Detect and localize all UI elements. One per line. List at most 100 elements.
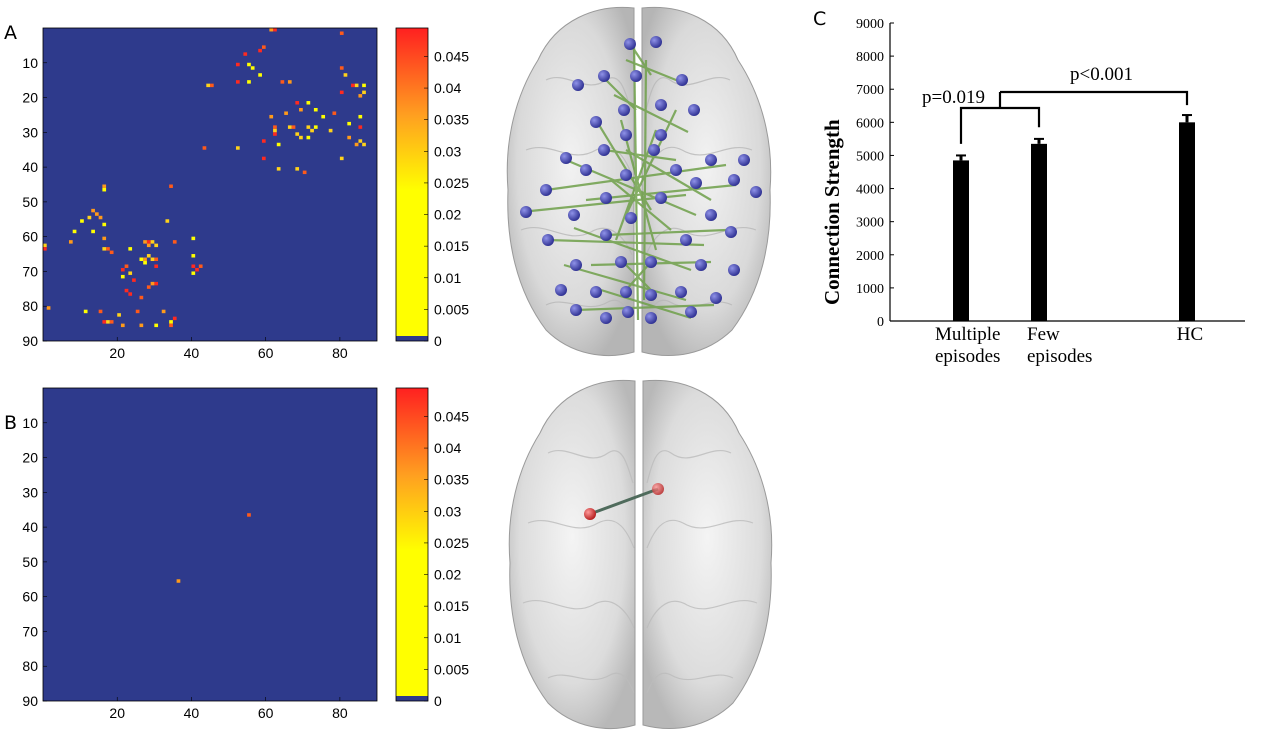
matrix-cell <box>191 254 196 258</box>
bar <box>1031 143 1047 321</box>
matrix-cell <box>299 107 303 112</box>
matrix-y-tick-label: 80 <box>22 298 38 314</box>
bar-category-label: Few <box>1027 324 1060 345</box>
matrix-y-tick-label: 10 <box>22 415 38 431</box>
matrix-y-tick-label: 70 <box>22 623 38 639</box>
matrix-cell <box>287 80 292 84</box>
matrix-cell <box>269 28 274 32</box>
matrix-cell <box>98 309 103 314</box>
bar-y-tick-label: 1000 <box>856 282 884 297</box>
matrix-cell <box>302 170 307 175</box>
colorbar-frame <box>395 27 429 342</box>
colorbar-zero-band <box>396 336 428 341</box>
matrix-cell <box>351 83 355 88</box>
matrix-cell <box>276 167 281 171</box>
matrix-cell <box>269 114 274 119</box>
matrix-cell <box>143 240 147 244</box>
colorbar-tick-label: 0.015 <box>434 238 469 254</box>
bar-bars <box>953 114 1195 321</box>
matrix-cell <box>295 167 300 171</box>
colorbar-tick-label: 0.045 <box>434 48 469 64</box>
matrix-y-tick-label: 70 <box>22 263 38 279</box>
brain-network-b <box>508 379 773 730</box>
bar-y-tick-label: 0 <box>877 315 884 330</box>
matrix-cell <box>362 83 366 88</box>
matrix-y-tick-label: 40 <box>22 519 38 535</box>
matrix-cell <box>139 323 144 328</box>
matrix-cell <box>195 267 199 272</box>
colorbar-zero-band <box>396 696 428 701</box>
matrix-cell <box>172 240 177 244</box>
colorbar-tick-label: 0.03 <box>434 503 461 519</box>
brain-a-nodes <box>520 36 762 324</box>
bar-y-ticks: 0 1000 2000 3000 4000 5000 6000 7000 8000 9000 <box>856 17 894 330</box>
matrix-cell <box>139 257 144 262</box>
colorbar-frame <box>395 387 429 702</box>
matrix-cell <box>132 278 136 282</box>
significance-bracket-2 <box>1000 90 1189 106</box>
matrix-cell <box>332 111 337 115</box>
matrix-cell <box>358 139 363 143</box>
matrix-cell <box>295 101 300 105</box>
matrix-cell <box>206 83 210 88</box>
matrix-cell <box>72 229 77 234</box>
matrix-cell <box>154 243 159 248</box>
matrix-cell <box>94 212 99 216</box>
colorbar-tick-label: 0.045 <box>434 408 469 424</box>
bar-chart-c: 0 1000 2000 3000 4000 5000 6000 7000 8000 9000 Mu… <box>820 17 1245 367</box>
matrix-cell <box>91 229 95 234</box>
matrix-cell <box>102 222 107 227</box>
matrix-cell <box>280 80 285 84</box>
brain-b-right-hemisphere <box>642 379 773 730</box>
colorbar-b: 0.045 0.04 0.035 0.03 0.025 0.02 0.015 0.01 0.00… <box>395 387 469 709</box>
bar-y-axis-label: Connection Strength <box>820 119 844 305</box>
matrix-cell <box>247 80 251 84</box>
colorbar-tick-label: 0.035 <box>434 112 469 128</box>
matrix-b-x-ticks: 20 40 60 80 <box>109 697 348 721</box>
matrix-cell <box>165 219 170 223</box>
matrix-cell <box>146 240 151 244</box>
colorbar-tick-label: 0.005 <box>434 661 469 677</box>
matrix-cell <box>358 94 363 98</box>
colorbar-tick-label: 0.01 <box>434 630 461 646</box>
matrix-cell <box>328 128 333 133</box>
bar-y-tick-label: 4000 <box>856 183 884 198</box>
matrix-cell <box>83 309 88 314</box>
matrix-cell <box>143 257 147 262</box>
bar <box>953 160 969 321</box>
matrix-x-tick-label: 60 <box>258 705 274 721</box>
matrix-cell <box>202 146 207 150</box>
brain-b-edge <box>589 487 659 516</box>
bar-y-tick-label: 9000 <box>856 17 884 32</box>
matrix-y-tick-label: 10 <box>22 55 38 71</box>
matrix-cell <box>46 306 51 310</box>
matrix-cell <box>143 261 147 265</box>
matrix-cell <box>284 111 288 115</box>
matrix-cell <box>339 66 344 70</box>
bar <box>1179 122 1195 321</box>
panel-label-b: B <box>4 412 18 434</box>
matrix-cell <box>358 125 363 129</box>
colorbar-tick-label: 0.01 <box>434 270 461 286</box>
matrix-cell <box>261 139 266 143</box>
matrix-cell <box>150 281 155 286</box>
colorbar-tick-label: 0.04 <box>434 440 461 456</box>
matrix-cell <box>243 52 248 56</box>
matrix-cell <box>135 309 140 314</box>
matrix-y-tick-label: 50 <box>22 194 38 210</box>
matrix-cell <box>120 274 125 279</box>
colorbar-tick-label: 0.015 <box>434 598 469 614</box>
matrix-cell <box>150 240 155 244</box>
bar-category-label: episodes <box>1027 346 1092 367</box>
panel-label-a: A <box>4 22 17 44</box>
matrix-cell <box>109 250 114 255</box>
matrix-cell <box>321 114 326 119</box>
matrix-cell <box>102 236 107 241</box>
matrix-cell <box>43 247 47 251</box>
colorbar-tick-label: 0.035 <box>434 472 469 488</box>
brain-b-node-left <box>584 508 596 520</box>
matrix-a-cells <box>43 28 366 328</box>
matrix-cell <box>128 247 133 251</box>
matrix-cell <box>247 513 251 517</box>
matrix-cell <box>313 107 318 112</box>
